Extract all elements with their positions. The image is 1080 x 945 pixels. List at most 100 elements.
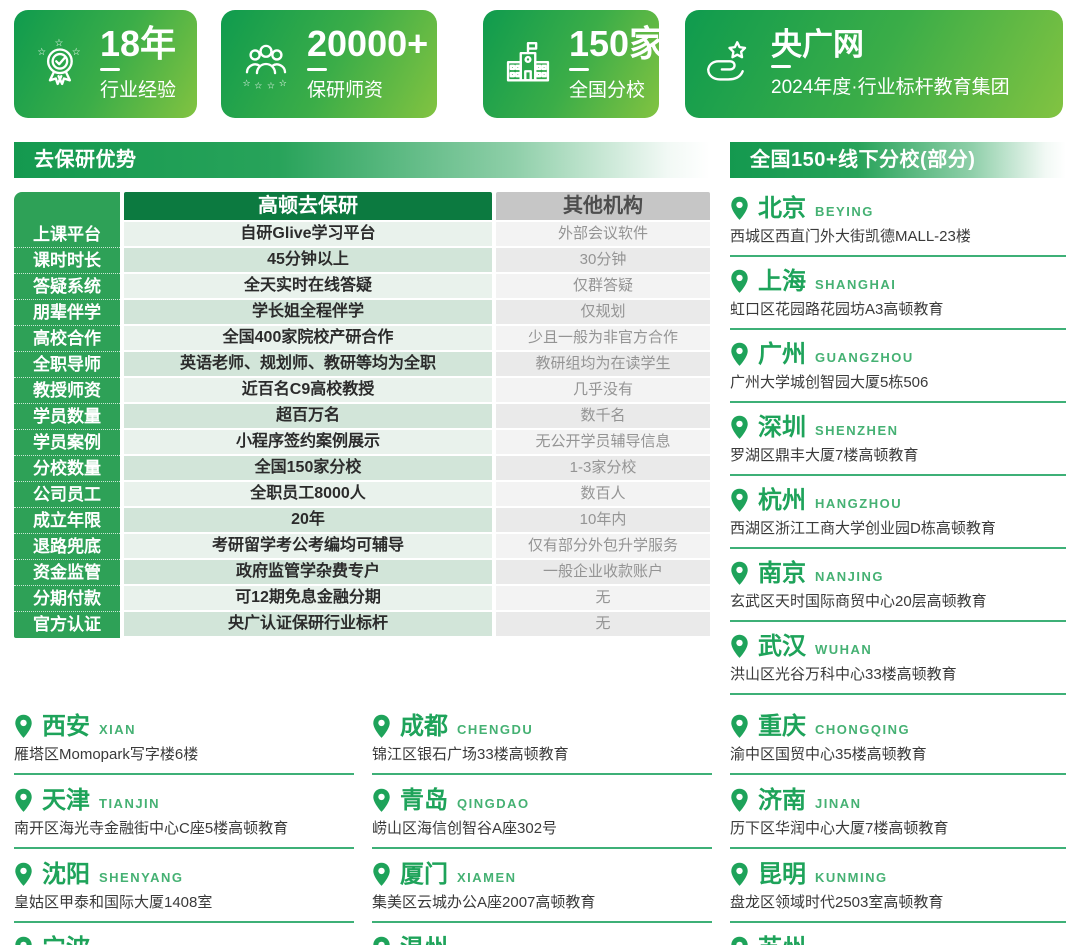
branch-item: 北京 BEYING 西城区西直门外大街凯德MALL-23楼	[730, 184, 1066, 257]
branch-city-pinyin: XIAMEN	[457, 870, 517, 885]
comparison-row-label: 上课平台	[14, 222, 120, 248]
comparison-others-value: 仅有部分外包升学服务	[496, 534, 710, 558]
branch-city-head: 重庆 CHONGQING	[730, 714, 1066, 739]
comparison-row-label: 答疑系统	[14, 274, 120, 300]
branch-city-name: 天津	[42, 786, 90, 814]
branch-address: 皇姑区甲泰和国际大厦1408室	[14, 894, 213, 911]
stat-value: 18年	[100, 23, 177, 65]
location-pin-icon	[731, 415, 748, 439]
branch-item: 昆明 KUNMING 盘龙区领域时代2503室高顿教育	[730, 849, 1066, 923]
stat-value: 20000+	[307, 23, 429, 65]
branch-city-name: 上海	[758, 267, 806, 295]
location-pin-icon	[731, 561, 748, 585]
branch-city-pinyin: XIAN	[99, 722, 137, 737]
comparison-ours-value: 自研Glive学习平台	[124, 222, 492, 246]
branch-city-head: 沈阳 SHENYANG	[14, 862, 354, 887]
branch-city-head: 苏州 SUZHOU	[730, 936, 1066, 945]
branches-sidebar: 全国150+线下分校(部分) 北京 BEYING 西城区西直门外大街凯德MALL…	[730, 142, 1066, 695]
medal-icon: ☆ ☆ ☆	[37, 38, 81, 86]
branches-sidebar-list: 北京 BEYING 西城区西直门外大街凯德MALL-23楼 上海 SHANGHA…	[730, 184, 1066, 695]
branch-city-pinyin: SHANGHAI	[815, 277, 897, 292]
branch-city-pinyin: SHENYANG	[99, 870, 184, 885]
comparison-label-col: 上课平台 课时时长 答疑系统 朋辈伴学 高校合作 全职导师 教授师资 学员数量 学员案例 分校数量…	[14, 192, 120, 638]
branch-city-pinyin: CHENGDU	[457, 722, 534, 737]
branch-city-pinyin: CHONGQING	[815, 722, 911, 737]
comparison-ours-value: 考研留学考公考编均可辅导	[124, 534, 492, 558]
stat-text: 18年 行业经验	[100, 23, 177, 102]
svg-text:☆: ☆	[242, 78, 250, 88]
branch-item: 温州 WENZHOU 瓯海区温州市国家大学科技园区1号楼320高顿教育	[372, 923, 712, 945]
branch-city-pinyin: SHENZHEN	[815, 423, 899, 438]
comparison-row-label: 课时时长	[14, 248, 120, 274]
branches-bottom-col-2: 成都 CHENGDU 锦江区银石广场33楼高顿教育 青岛 QINGDAO 崂山区…	[372, 701, 712, 945]
comparison-others-value: 无公开学员辅导信息	[496, 430, 710, 454]
branch-item: 厦门 XIAMEN 集美区云城办公A座2007高顿教育	[372, 849, 712, 923]
branch-address: 罗湖区鼎丰大厦7楼高顿教育	[730, 447, 919, 464]
comparison-others-col: 其他机构 外部会议软件 30分钟 仅群答疑 仅规划 少且一般为非官方合作 教研组均为在读学…	[496, 192, 710, 638]
branch-city-pinyin: QINGDAO	[457, 796, 530, 811]
branch-city-head: 温州 WENZHOU	[372, 936, 712, 945]
branch-city-name: 武汉	[758, 632, 806, 660]
branch-city-name: 苏州	[758, 936, 806, 945]
branch-city-name: 广州	[758, 340, 806, 368]
branch-item: 杭州 HANGZHOU 西湖区浙江工商大学创业园D栋高顿教育	[730, 476, 1066, 549]
location-pin-icon	[15, 936, 32, 945]
branch-city-head: 昆明 KUNMING	[730, 862, 1066, 887]
comparison-others-value: 数百人	[496, 482, 710, 506]
branch-city-pinyin: TIANJIN	[99, 796, 161, 811]
branch-address: 盘龙区领域时代2503室高顿教育	[730, 894, 944, 911]
stats-badge-row: ☆ ☆ ☆ 18年 行业经验 ☆ ☆ ☆ ☆ 20000+ 保研师资	[0, 0, 1080, 118]
location-pin-icon	[373, 936, 390, 945]
branch-item: 苏州 SUZHOU 苏州工业园区西交大苏州研究院C幢510室	[730, 923, 1066, 945]
comparison-others-value: 数千名	[496, 404, 710, 428]
stat-badge-mentors: ☆ ☆ ☆ ☆ 20000+ 保研师资	[221, 10, 437, 118]
comparison-ours-value: 学长姐全程伴学	[124, 300, 492, 324]
branch-item: 广州 GUANGZHOU 广州大学城创智园大厦5栋506	[730, 330, 1066, 403]
comparison-ours-col: 高顿去保研 自研Glive学习平台 45分钟以上 全天实时在线答疑 学长姐全程伴学 全国…	[124, 192, 492, 638]
branch-city-head: 杭州 HANGZHOU	[730, 488, 1066, 513]
comparison-ours-value: 45分钟以上	[124, 248, 492, 272]
branch-city-name: 济南	[758, 786, 806, 814]
comparison-others-value: 仅群答疑	[496, 274, 710, 298]
comparison-others-value: 10年内	[496, 508, 710, 532]
branch-city-head: 西安 XIAN	[14, 714, 354, 739]
branch-city-head: 宁波 NINGBO	[14, 936, 354, 945]
comparison-ours-header: 高顿去保研	[124, 192, 492, 220]
branches-bottom-col-1: 西安 XIAN 雁塔区Momopark写字楼6楼 天津 TIANJIN 南开区海…	[14, 701, 354, 945]
comparison-row-label: 全职导师	[14, 352, 120, 378]
location-pin-icon	[731, 634, 748, 658]
comparison-ours-value: 小程序签约案例展示	[124, 430, 492, 454]
branch-address: 崂山区海信创智谷A座302号	[372, 820, 558, 837]
comparison-row-label: 成立年限	[14, 508, 120, 534]
svg-text:☆: ☆	[267, 80, 275, 90]
comparison-row-label: 分期付款	[14, 586, 120, 612]
location-pin-icon	[731, 342, 748, 366]
branch-item: 南京 NANJING 玄武区天时国际商贸中心20层高顿教育	[730, 549, 1066, 622]
people-icon: ☆ ☆ ☆ ☆	[242, 44, 287, 90]
stat-text: 央广网 2024年度·行业标杆教育集团	[771, 29, 1010, 100]
location-pin-icon	[731, 196, 748, 220]
comparison-others-value: 1-3家分校	[496, 456, 710, 480]
stat-badge-experience: ☆ ☆ ☆ 18年 行业经验	[14, 10, 197, 118]
location-pin-icon	[731, 488, 748, 512]
branch-city-name: 成都	[400, 712, 448, 740]
branch-item: 重庆 CHONGQING 渝中区国贸中心35楼高顿教育	[730, 701, 1066, 775]
stat-label: 2024年度·行业标杆教育集团	[771, 77, 1010, 99]
comparison-table: 上课平台 课时时长 答疑系统 朋辈伴学 高校合作 全职导师 教授师资 学员数量 学员案例 分校数量…	[14, 192, 710, 638]
branch-item: 天津 TIANJIN 南开区海光寺金融街中心C座5楼高顿教育	[14, 775, 354, 849]
branches-bottom-col-3: 重庆 CHONGQING 渝中区国贸中心35楼高顿教育 济南 JINAN 历下区…	[730, 701, 1066, 945]
branch-item: 武汉 WUHAN 洪山区光谷万科中心33楼高顿教育	[730, 622, 1066, 695]
comparison-others-value: 无	[496, 612, 710, 636]
comparison-row-label: 资金监管	[14, 560, 120, 586]
branch-city-head: 青岛 QINGDAO	[372, 788, 712, 813]
comparison-banner: 去保研优势	[14, 142, 710, 178]
branch-city-pinyin: NANJING	[815, 569, 885, 584]
branch-city-name: 深圳	[758, 413, 806, 441]
comparison-ours-value: 超百万名	[124, 404, 492, 428]
branch-city-head: 广州 GUANGZHOU	[730, 342, 1066, 367]
branch-item: 上海 SHANGHAI 虹口区花园路花园坊A3高顿教育	[730, 257, 1066, 330]
comparison-ours-value: 央广认证保研行业标杆	[124, 612, 492, 636]
comparison-ours-value: 20年	[124, 508, 492, 532]
stat-value: 央广网	[771, 26, 864, 62]
comparison-ours-value: 全国150家分校	[124, 456, 492, 480]
